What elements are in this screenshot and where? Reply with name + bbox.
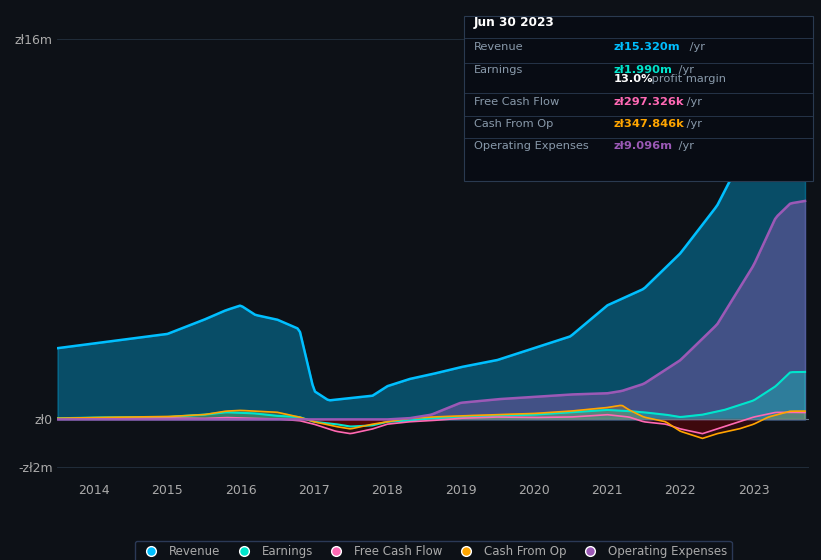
Text: Revenue: Revenue — [474, 43, 523, 53]
Text: 13.0%: 13.0% — [613, 74, 653, 84]
Text: Operating Expenses: Operating Expenses — [474, 142, 589, 151]
Text: zł9.096m: zł9.096m — [613, 142, 672, 151]
Text: profit margin: profit margin — [648, 74, 726, 84]
Text: /yr: /yr — [683, 119, 702, 129]
Text: Earnings: Earnings — [474, 65, 523, 75]
Text: zł15.320m: zł15.320m — [613, 43, 680, 53]
Text: /yr: /yr — [675, 142, 694, 151]
Text: zł297.326k: zł297.326k — [613, 97, 684, 106]
Text: Cash From Op: Cash From Op — [474, 119, 553, 129]
Text: zł347.846k: zł347.846k — [613, 119, 684, 129]
Text: /yr: /yr — [686, 43, 704, 53]
Text: Jun 30 2023: Jun 30 2023 — [474, 16, 554, 29]
Legend: Revenue, Earnings, Free Cash Flow, Cash From Op, Operating Expenses: Revenue, Earnings, Free Cash Flow, Cash … — [135, 541, 732, 560]
Text: /yr: /yr — [683, 97, 702, 106]
Text: zł1.990m: zł1.990m — [613, 65, 672, 75]
Text: Free Cash Flow: Free Cash Flow — [474, 97, 559, 106]
Text: /yr: /yr — [675, 65, 694, 75]
